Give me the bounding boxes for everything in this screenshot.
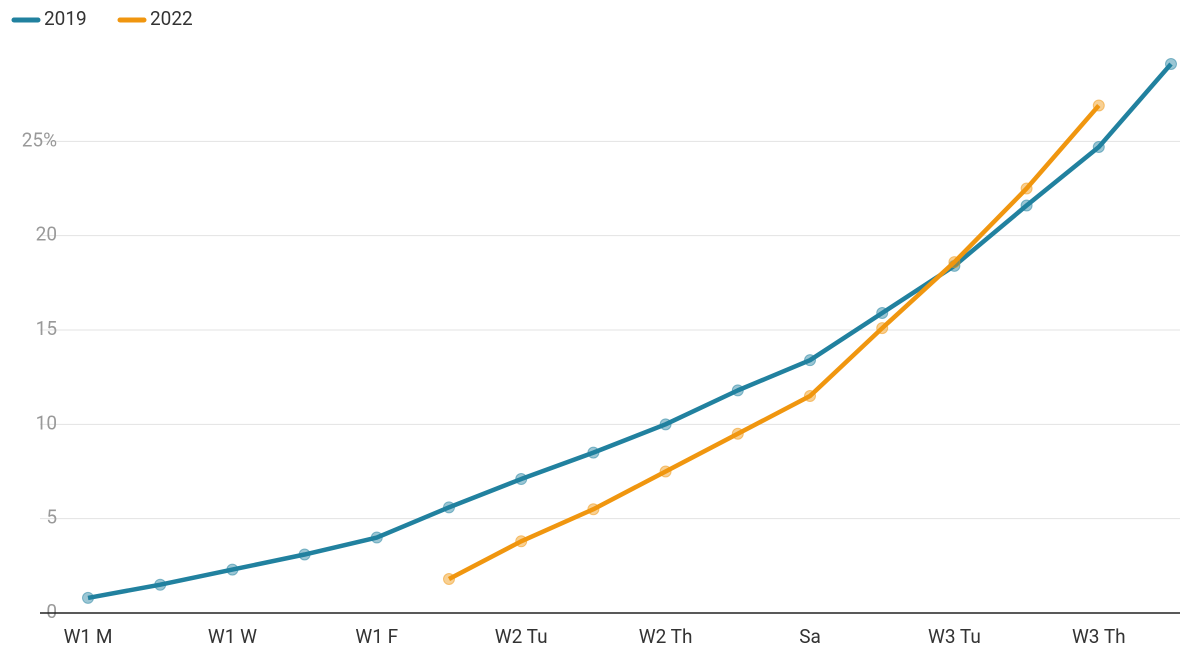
x-tick-label: W1 W: [208, 625, 257, 648]
y-tick-label: 20: [36, 223, 57, 246]
x-tick-label: W2 Tu: [495, 625, 548, 648]
x-tick-label: W3 Th: [1072, 625, 1126, 648]
data-point: [226, 563, 239, 576]
data-point: [298, 548, 311, 561]
y-tick-label: 0: [46, 600, 57, 623]
data-point: [731, 384, 744, 397]
y-tick-label: 25%: [22, 128, 57, 151]
data-point: [443, 573, 455, 586]
x-tick-label: Sa: [799, 625, 821, 648]
data-point: [1165, 57, 1177, 70]
data-point: [804, 390, 816, 403]
data-point: [804, 354, 816, 367]
legend-label: 2019: [44, 7, 87, 30]
data-point: [948, 256, 961, 269]
data-point: [82, 591, 94, 604]
data-point: [876, 307, 889, 320]
x-tick-label: W3 Tu: [928, 625, 981, 648]
x-tick-label: W1 M: [64, 625, 113, 648]
data-point: [1092, 99, 1105, 112]
data-point: [587, 503, 600, 516]
data-point: [154, 578, 167, 591]
data-point: [876, 322, 889, 335]
data-point: [1020, 182, 1033, 195]
data-point: [659, 465, 672, 478]
y-tick-label: 10: [36, 411, 57, 434]
data-point: [731, 427, 744, 440]
y-tick-label: 5: [46, 506, 57, 529]
data-point: [370, 531, 383, 544]
data-point: [1020, 199, 1033, 212]
data-point: [659, 418, 672, 431]
y-tick-label: 15: [36, 317, 57, 340]
data-point: [515, 473, 528, 486]
series-line: [447, 104, 1101, 582]
data-point: [587, 446, 600, 459]
data-point: [443, 501, 455, 514]
data-point: [1092, 140, 1105, 153]
legend-label: 2022: [150, 7, 193, 30]
data-point: [515, 535, 528, 548]
x-tick-label: W2 Th: [639, 625, 693, 648]
series-line: [87, 62, 1173, 601]
x-tick-label: W1 F: [355, 625, 398, 648]
